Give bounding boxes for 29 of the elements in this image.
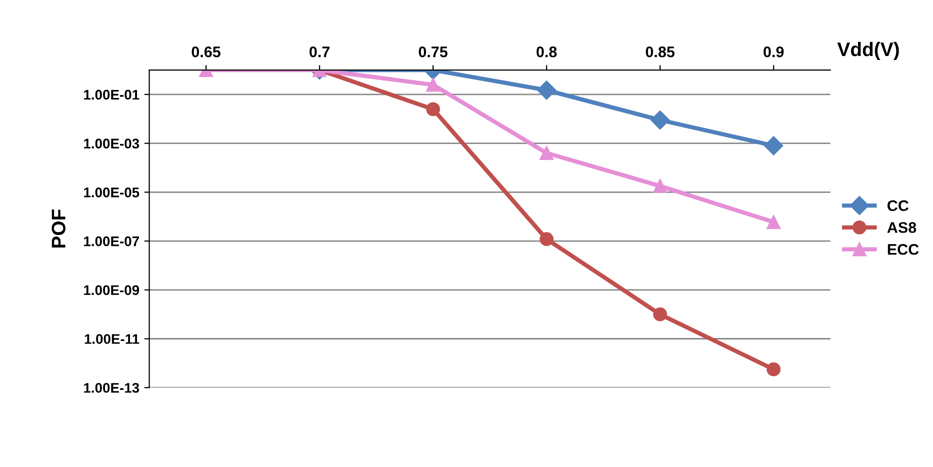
- x-tick-label: 0.8: [536, 46, 557, 58]
- x-tick-label: 0.7: [310, 46, 330, 58]
- y-tick-label: 1.00E-03: [84, 138, 140, 149]
- y-axis-title: POF: [52, 210, 66, 248]
- y-tick-label: 1.00E-01: [84, 90, 140, 100]
- y-tick-label: 1.00E-11: [84, 334, 140, 344]
- point: [540, 146, 554, 160]
- point: [766, 362, 781, 376]
- legend-label: CC: [888, 200, 909, 212]
- legend-label: AS8: [887, 222, 916, 233]
- point: [426, 102, 440, 116]
- y-tick-label: 1.00E-13: [84, 382, 140, 393]
- point: [537, 80, 556, 100]
- y-tick-label: 1.00E-09: [84, 285, 140, 296]
- point: [766, 215, 781, 229]
- x-tick-label: 0.75: [418, 46, 448, 58]
- x-axis-title: Vdd(V): [837, 42, 899, 60]
- point: [653, 179, 668, 193]
- x-tick-label: 0.9: [764, 46, 784, 58]
- x-tick-label: 0.85: [646, 46, 675, 58]
- x-tick-label: 0.65: [192, 46, 220, 58]
- y-tick-label: 1.00E-07: [84, 236, 139, 246]
- point: [653, 307, 668, 322]
- point: [540, 232, 554, 246]
- point: [764, 136, 784, 156]
- point: [426, 78, 440, 92]
- y-tick-label: 1.00E-05: [84, 188, 140, 198]
- legend-label: ECC: [888, 244, 919, 255]
- point: [650, 110, 670, 130]
